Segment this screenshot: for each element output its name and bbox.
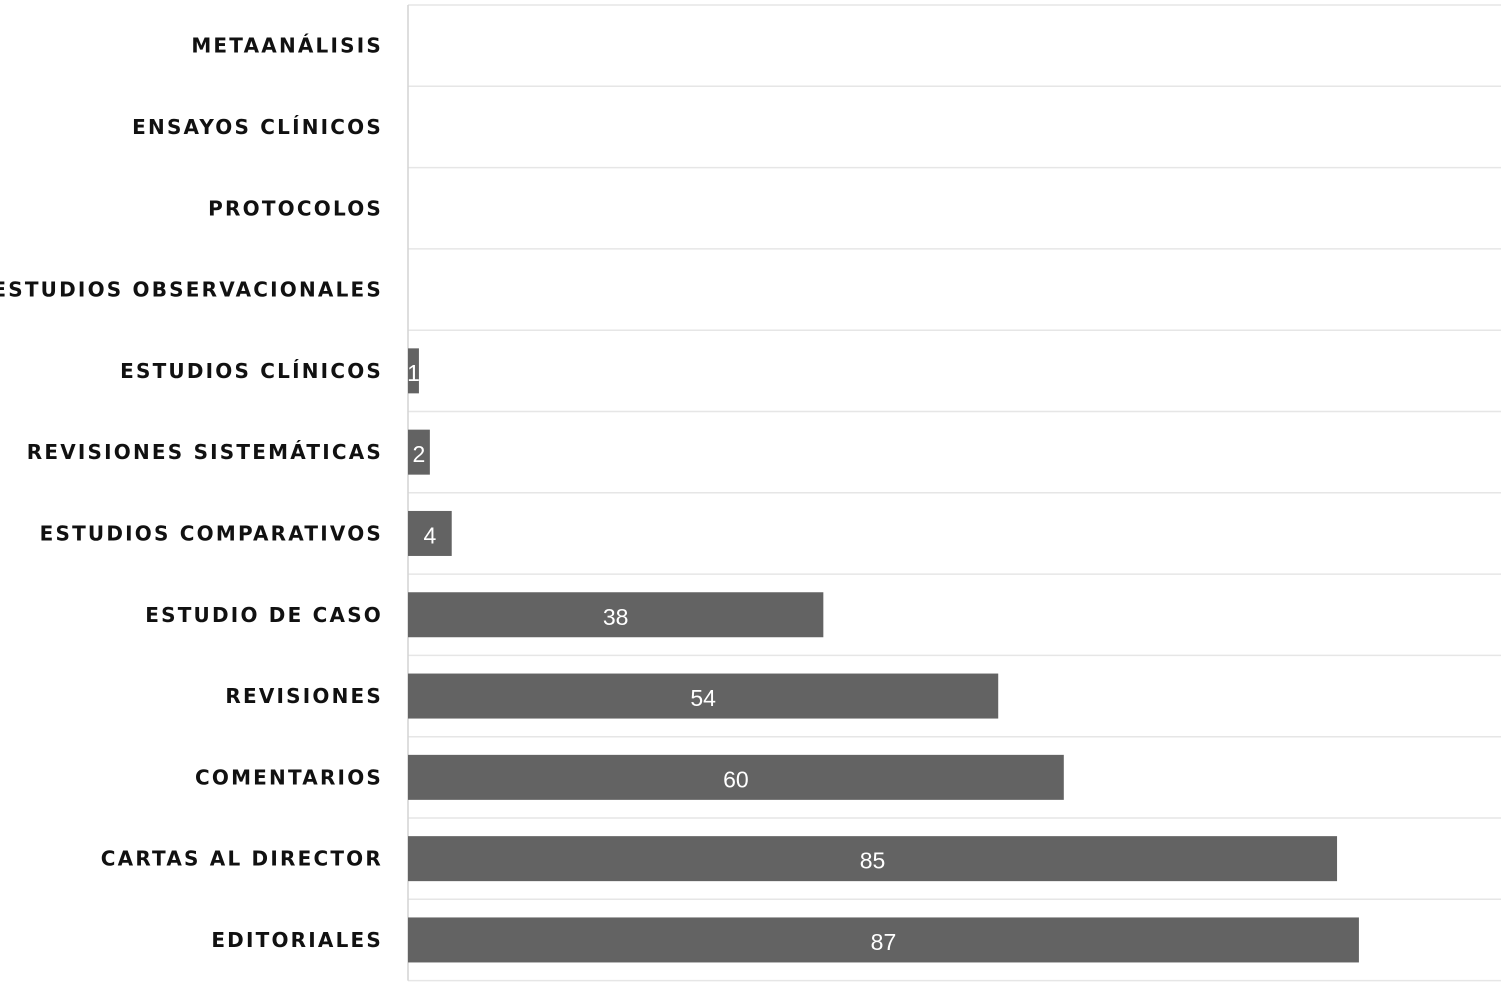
category-label: REVISIONES SISTEMÁTICAS [27,440,383,464]
bar [408,754,1064,800]
category-label: REVISIONES [225,684,383,708]
category-label: ESTUDIOS COMPARATIVOS [40,521,383,545]
category-label: ESTUDIOS OBSERVACIONALES [0,278,383,302]
bar [408,592,824,638]
data-label: 60 [723,766,749,792]
bar [408,510,452,556]
category-label: COMENTARIOS [195,765,383,789]
data-labels: 1 2 4 38 54 60 85 87 [407,360,896,955]
category-label: PROTOCOLOS [208,196,383,220]
bar [408,348,419,394]
data-label: 38 [603,604,629,630]
bars [408,348,1359,963]
gridlines [407,4,1501,982]
category-label: EDITORIALES [211,928,383,952]
data-label: 54 [690,685,716,711]
category-label: METAANÁLISIS [191,34,383,58]
bar [408,673,999,719]
category-label: ENSAYOS CLÍNICOS [132,115,383,139]
bar [408,836,1338,882]
bar [408,429,430,475]
data-label: 1 [407,360,420,386]
category-label: ESTUDIO DE CASO [145,603,383,627]
data-label: 4 [423,522,436,548]
data-label: 2 [413,441,426,467]
category-labels: METAANÁLISIS ENSAYOS CLÍNICOS PROTOCOLOS ES… [0,34,383,952]
bar [408,917,1359,963]
data-label: 87 [871,929,897,955]
category-label: CARTAS AL DIRECTOR [101,847,383,871]
category-label: ESTUDIOS CLÍNICOS [120,359,383,383]
data-label: 85 [860,848,886,874]
